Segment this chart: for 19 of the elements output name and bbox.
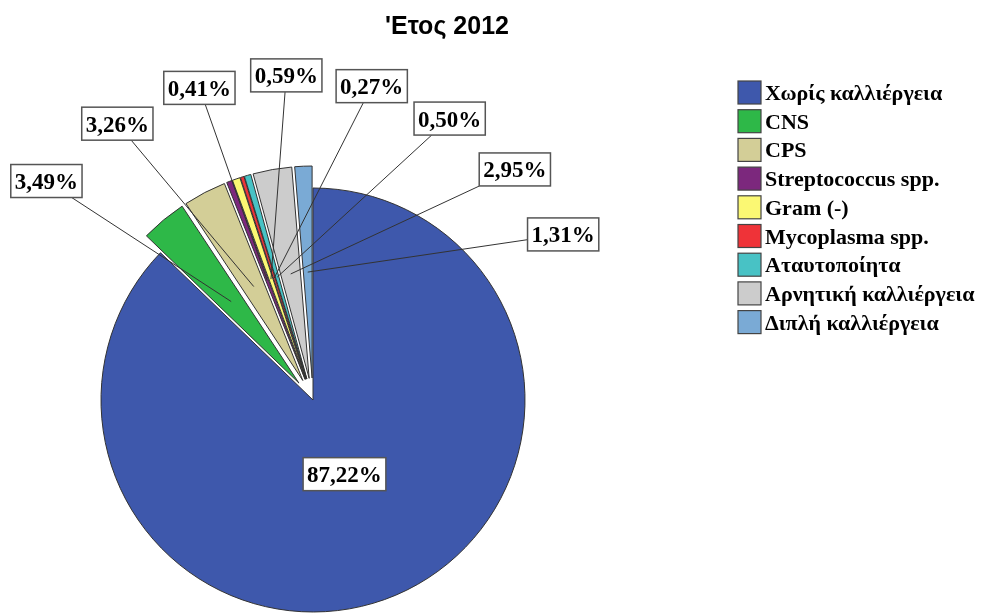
data-label: 0,41% [167,75,232,101]
legend-label: Mycoplasma spp. [765,223,929,249]
data-label: 1,31% [531,222,595,248]
legend-label: Αταυτοποίητα [765,252,902,278]
legend-label: CNS [765,108,810,134]
legend-label: Διπλή καλλιέργεια [765,309,940,335]
legend-label: Χωρίς καλλιέργεια [765,80,943,105]
data-label: 0,50% [418,106,482,132]
data-label: 3,26% [85,111,149,137]
data-label: 2,95% [483,157,547,183]
legend-label: CPS [765,137,807,163]
data-label: 0,27% [340,74,404,100]
legend-label: Αρνητική καλλιέργεια [765,280,976,306]
data-label: 87,22% [307,462,382,488]
chart-title: 'Ετος 2012 [385,11,509,40]
legend-label: Gram (-) [765,194,849,220]
data-label: 3,49% [14,169,79,195]
legend-label: Streptococcus spp. [765,166,940,192]
data-label: 0,59% [254,63,318,89]
